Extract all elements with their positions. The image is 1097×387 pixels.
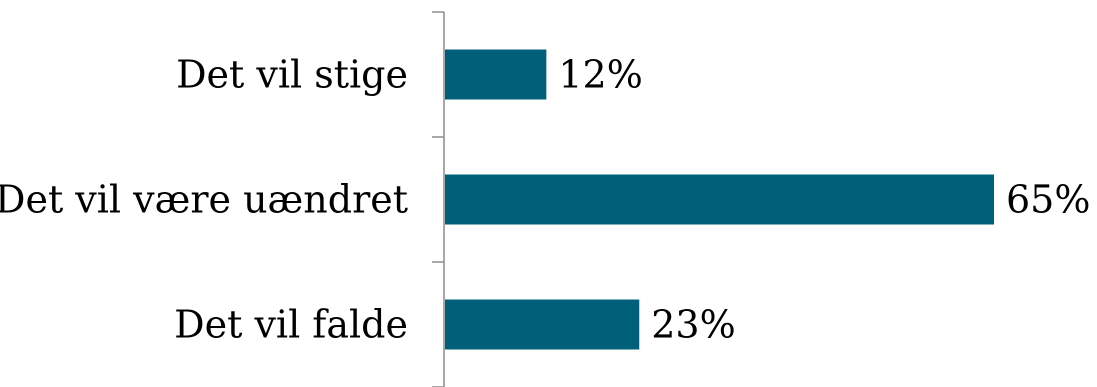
category-label: Det vil være uændret bbox=[0, 178, 408, 222]
category-labels: Det vil stige Det vil være uændret Det vil… bbox=[0, 53, 408, 347]
bar bbox=[445, 49, 547, 100]
bar bbox=[445, 299, 640, 350]
value-label: 65% bbox=[1006, 178, 1090, 222]
bar bbox=[445, 174, 994, 225]
value-labels: 12% 65% 23% bbox=[558, 53, 1090, 347]
axis-group bbox=[432, 11, 445, 387]
category-label: Det vil stige bbox=[176, 53, 408, 97]
value-label: 12% bbox=[558, 53, 642, 97]
category-label: Det vil falde bbox=[174, 303, 408, 347]
value-label: 23% bbox=[651, 303, 735, 347]
bars-group bbox=[445, 49, 994, 350]
